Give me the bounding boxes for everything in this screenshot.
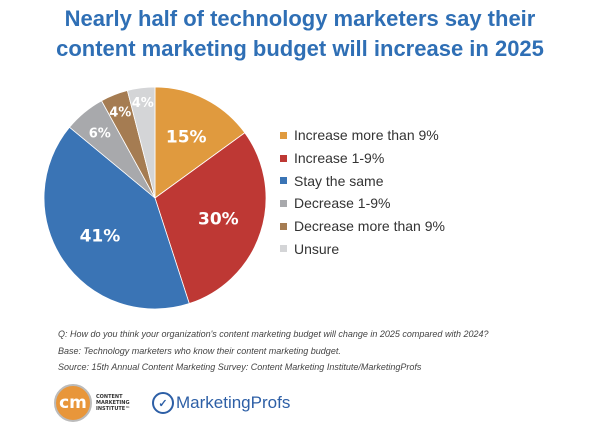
legend-label: Increase more than 9% (294, 127, 439, 144)
legend-item: Decrease 1-9% (280, 192, 445, 215)
legend-label: Unsure (294, 240, 340, 257)
slice-label: 4% (109, 105, 131, 120)
cmi-logo-mark: cm (54, 384, 92, 422)
slice-label: 15% (166, 128, 207, 148)
footnotes: Q: How do you think your organization's … (58, 326, 488, 376)
base-note: Base: Technology marketers who know thei… (58, 345, 341, 356)
legend-label: Decrease 1-9% (294, 195, 391, 212)
legend-item: Unsure (280, 237, 445, 260)
slice-label: 6% (89, 126, 111, 141)
legend-swatch (280, 199, 287, 207)
pie-slice-5 (126, 86, 156, 199)
slice-label: 30% (198, 210, 239, 230)
legend-label: Increase 1-9% (294, 150, 385, 167)
slice-label: 4% (132, 96, 154, 111)
legend-item: Increase 1-9% (280, 147, 445, 170)
legend-swatch (280, 177, 287, 185)
legend-swatch (280, 222, 287, 230)
legend-swatch (280, 154, 287, 162)
pie-slice-0 (154, 86, 246, 199)
pie-slice-1 (154, 132, 267, 305)
legend-item: Increase more than 9% (280, 124, 445, 147)
legend-swatch (280, 245, 287, 253)
legend-item: Stay the same (280, 169, 445, 192)
question-note: Q: How do you think your organization's … (58, 329, 489, 339)
legend-swatch (280, 131, 287, 139)
pie-slice-2 (43, 126, 190, 310)
legend-label: Stay the same (294, 172, 384, 189)
marketingprofs-logo: ✓ MarketingProfs (152, 392, 290, 414)
cmi-logo-text: CONTENT MARKETING INSTITUTE™ (96, 394, 131, 412)
marketingprofs-icon: ✓ (152, 392, 174, 414)
logos: cm CONTENT MARKETING INSTITUTE™ ✓ Market… (54, 384, 290, 422)
legend: Increase more than 9% Increase 1-9% Stay t… (280, 124, 445, 260)
legend-label: Decrease more than 9% (294, 218, 445, 235)
source-note: Source: 15th Annual Content Marketing Su… (58, 362, 422, 372)
slice-label: 41% (80, 226, 121, 246)
chart-title: Nearly half of technology marketers say … (56, 6, 544, 61)
legend-item: Decrease more than 9% (280, 215, 445, 238)
